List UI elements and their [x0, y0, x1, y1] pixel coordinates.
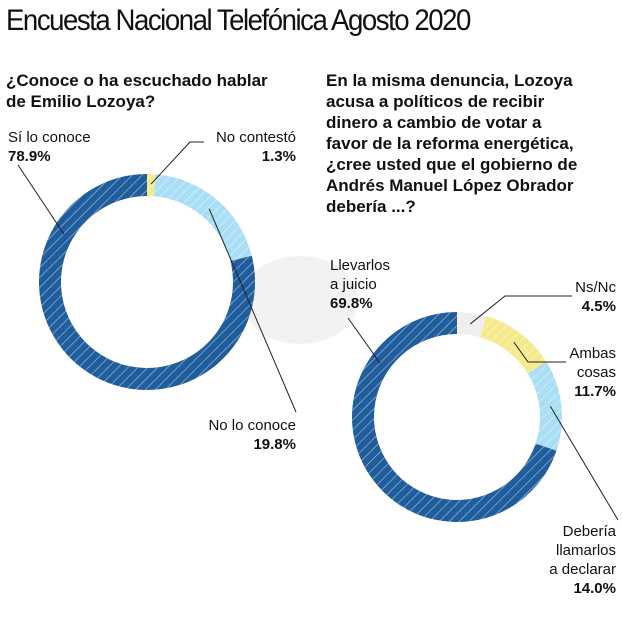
- chart-title: Encuesta Nacional Telefónica Agosto 2020: [6, 4, 471, 37]
- slice-value: 1.3%: [261, 148, 296, 165]
- label-deberia-llamarlos: Debería llamarlos a declarar 14.0%: [500, 522, 616, 598]
- question-2-line: ¿cree usted que el gobierno de: [326, 155, 578, 174]
- slice-label: Ambas: [569, 345, 616, 362]
- slice-value: 4.5%: [581, 298, 616, 315]
- slice-label: No lo conoce: [208, 417, 296, 434]
- slice-value: 14.0%: [573, 580, 616, 597]
- question-2-line: Andrés Manuel López Obrador: [326, 176, 574, 195]
- slice-label: cosas: [576, 364, 616, 381]
- leader-deberia: [549, 406, 619, 521]
- watermark-eagle-icon: [242, 256, 358, 344]
- label-no-lo-conoce: No lo conoce 19.8%: [160, 416, 296, 454]
- question-2-line: dinero a cambio de votar a: [326, 113, 542, 132]
- slice-value: 78.9%: [8, 148, 51, 165]
- question-2-line: acusa a políticos de recibir: [326, 92, 545, 111]
- question-2-line: debería ...?: [326, 197, 416, 216]
- leader-no-lo-conoce: [208, 208, 297, 413]
- donut-chart-2: [352, 312, 562, 522]
- slice-hatch: [480, 316, 547, 374]
- leader-llevarlos: [347, 317, 381, 364]
- donut-slice-ns-nc: [457, 312, 487, 338]
- label-no-contesto: No contestó 1.3%: [180, 128, 296, 166]
- question-2-line: favor de la reforma energética,: [326, 134, 574, 153]
- slice-label: a declarar: [549, 561, 616, 578]
- question-2: En la misma denuncia, Lozoya acusa a pol…: [326, 70, 618, 217]
- leader-ns-nc: [469, 295, 572, 325]
- slice-label: llamarlos: [555, 542, 616, 559]
- slice-label: Ns/Nc: [575, 279, 616, 296]
- slice-label: No contestó: [215, 129, 296, 146]
- slice-hatch: [527, 361, 562, 451]
- slice-label: Sí lo conoce: [8, 129, 91, 146]
- leader-no-contesto: [150, 141, 204, 185]
- question-2-line: En la misma denuncia, Lozoya: [326, 71, 573, 90]
- slice-value: 11.7%: [574, 383, 616, 400]
- leader-si-lo-conoce: [17, 164, 65, 235]
- slice-label: a juicio: [330, 276, 377, 293]
- label-llevarlos-a-juicio: Llevarlos a juicio 69.8%: [330, 256, 390, 313]
- leader-ambas: [513, 341, 566, 363]
- slice-hatch: [147, 174, 156, 197]
- leader-lines: [17, 141, 619, 521]
- slice-label: Llevarlos: [330, 257, 391, 274]
- question-1-line: de Emilio Lozoya?: [6, 92, 156, 111]
- label-si-lo-conoce: Sí lo conoce 78.9%: [8, 128, 91, 166]
- slice-label: Debería: [562, 523, 616, 540]
- donut-chart-1: [38, 174, 255, 391]
- question-1: ¿Conoce o ha escuchado hablar de Emilio …: [6, 70, 306, 112]
- slice-value: 69.8%: [330, 295, 373, 312]
- slice-hatch: [154, 174, 252, 262]
- label-ambas-cosas: Ambas cosas 11.7%: [520, 344, 616, 401]
- slice-value: 19.8%: [253, 436, 296, 453]
- label-ns-nc: Ns/Nc 4.5%: [520, 278, 616, 316]
- question-1-line: ¿Conoce o ha escuchado hablar: [6, 71, 268, 90]
